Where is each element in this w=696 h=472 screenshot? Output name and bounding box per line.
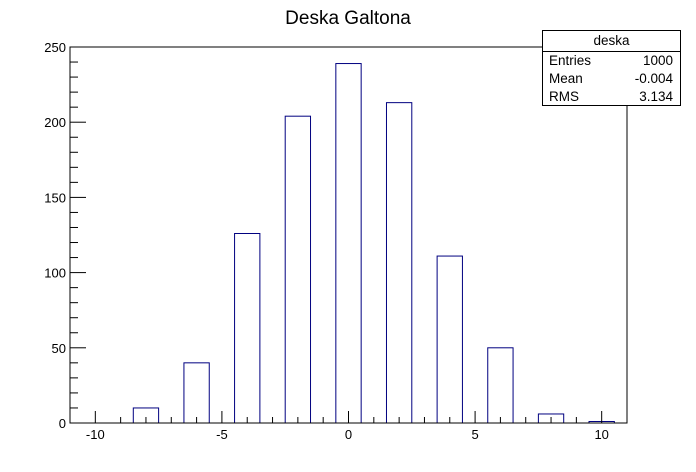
bar <box>284 115 312 424</box>
stats-row-mean: Mean -0.004 <box>543 70 680 88</box>
stats-value: 1000 <box>642 53 673 68</box>
bar <box>183 362 210 424</box>
y-tick-label: 200 <box>44 115 66 130</box>
y-tick-label: 50 <box>52 341 66 356</box>
bar <box>436 255 463 424</box>
y-tick-label: 150 <box>44 190 66 205</box>
chart-title: Deska Galtona <box>285 8 411 29</box>
bar <box>234 232 261 424</box>
stats-row-entries: Entries 1000 <box>543 52 680 70</box>
stats-label: RMS <box>549 89 579 104</box>
x-tick-label: -5 <box>216 427 228 442</box>
stats-label: Mean <box>549 71 583 86</box>
stats-value: -0.004 <box>634 71 673 86</box>
stats-row-rms: RMS 3.134 <box>543 88 680 106</box>
bar <box>487 347 514 424</box>
stats-label: Entries <box>549 53 592 68</box>
stats-value: 3.134 <box>639 89 673 104</box>
y-tick-label: 250 <box>44 40 66 55</box>
x-tick-label: 10 <box>594 427 608 442</box>
x-tick-label: 5 <box>471 427 478 442</box>
y-tick-label: 100 <box>44 266 66 281</box>
x-tick-label: 0 <box>345 427 352 442</box>
bar <box>335 63 362 424</box>
x-tick-label: -10 <box>86 427 105 442</box>
y-tick-label: 0 <box>59 416 66 431</box>
bar <box>385 102 413 424</box>
stats-box: deska Entries 1000 Mean -0.004 RMS 3.134 <box>542 30 681 106</box>
stats-title: deska <box>543 31 680 52</box>
